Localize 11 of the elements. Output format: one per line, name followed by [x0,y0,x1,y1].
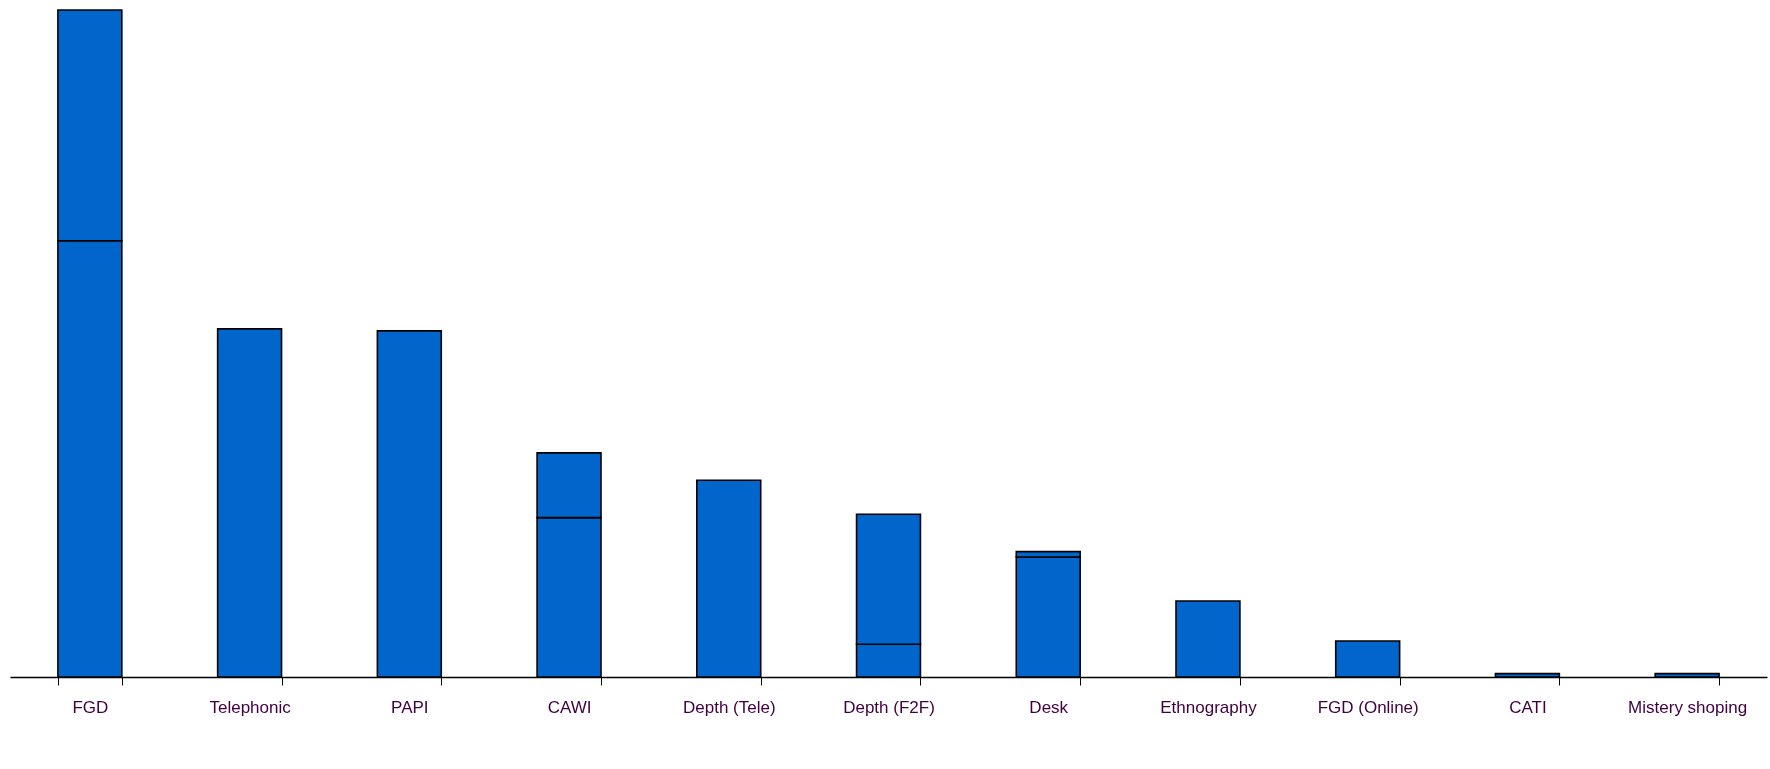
x-tick-label: CATI [1509,697,1547,717]
x-tick-label: Desk [1029,697,1069,717]
x-tick-label: PAPI [391,697,429,717]
x-tick-label: Depth (Tele) [682,697,776,717]
x-tick-label: CAWI [547,697,592,717]
x-tick-label: FGD [72,697,109,717]
x-tick-label: Ethnography [1160,697,1258,717]
x-tick-label: Depth (F2F) [843,697,935,717]
x-tick-label: Mistery shoping [1628,697,1748,717]
x-tick-label: FGD (Online) [1317,697,1419,717]
x-tick-label: Telephonic [209,697,292,717]
